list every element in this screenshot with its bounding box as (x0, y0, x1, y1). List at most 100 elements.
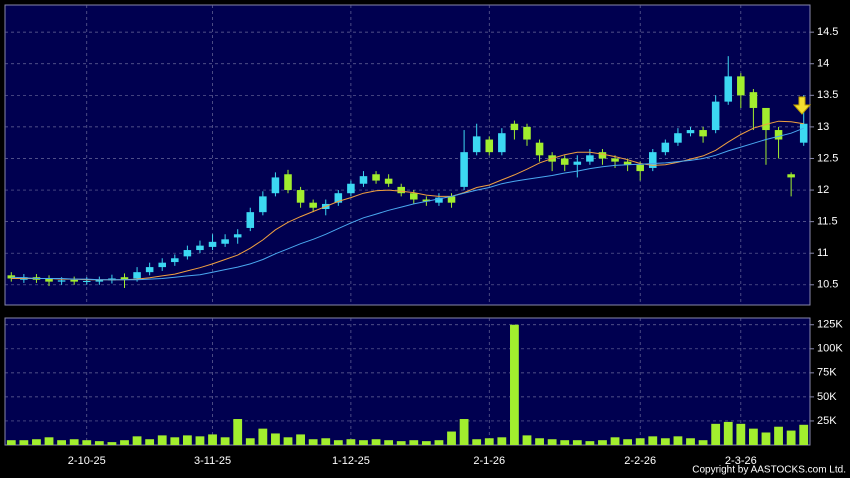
candle-body (196, 245, 204, 251)
candle-body (171, 258, 179, 263)
candle-body (573, 161, 582, 165)
candle-body (762, 107, 770, 131)
volume-bar (371, 439, 381, 445)
candle-body (347, 183, 355, 194)
arrow-icon (792, 96, 812, 115)
y-tick-label: 50K (817, 391, 837, 403)
candle-body (560, 158, 569, 165)
volume-bar (170, 437, 180, 445)
candle-body (485, 139, 494, 153)
volume-bar (69, 439, 79, 445)
copyright: Copyright by AASTOCKS.com Ltd. (692, 465, 846, 476)
candle-body (799, 123, 808, 143)
candle-body (271, 177, 280, 194)
candle-body (435, 197, 443, 203)
volume-bar (635, 438, 645, 445)
volume-bar (321, 438, 331, 445)
volume-bar (686, 438, 695, 445)
candle-body (636, 164, 644, 172)
volume-bar (346, 439, 356, 445)
candle-body (372, 174, 380, 181)
candle-body (699, 130, 707, 137)
x-tick-label: 2-10-25 (68, 455, 106, 467)
volume-bar (572, 440, 582, 445)
volume-bar (660, 438, 670, 445)
candle-body (296, 190, 305, 203)
volume-bar (283, 437, 293, 445)
candle-body (334, 193, 343, 203)
candle-body (158, 262, 166, 268)
volume-bar (510, 324, 519, 445)
candle-body (623, 161, 632, 165)
candle-body (233, 234, 242, 238)
candle-body (82, 281, 91, 282)
volume-bar (648, 436, 658, 445)
candle-body (7, 275, 16, 279)
volume-bar (673, 436, 683, 445)
candle-body (259, 196, 267, 213)
volume-bar (120, 440, 129, 445)
volume-bar (384, 440, 394, 445)
candle-body (774, 130, 783, 140)
y-tick-label: 100K (817, 343, 843, 355)
candle-body (359, 176, 368, 184)
y-tick-label: 11 (817, 247, 828, 259)
volume-bar (245, 438, 255, 445)
candle-body (183, 250, 192, 257)
y-tick-label: 10.5 (817, 279, 838, 291)
volume-bar (409, 440, 419, 445)
y-tick-label: 13 (817, 121, 829, 133)
candle-body (661, 142, 670, 153)
volume-bar (786, 430, 796, 445)
candle-body (472, 136, 481, 153)
volume-bar (799, 424, 809, 445)
y-tick-label: 12 (817, 184, 829, 196)
volume-bar (195, 436, 205, 445)
y-tick-label: 14 (817, 58, 829, 70)
candle-body (145, 267, 154, 273)
volume-bar (308, 439, 318, 445)
candle-body (498, 133, 506, 153)
candle-body (208, 241, 217, 247)
x-tick-label: 1-12-25 (332, 455, 370, 467)
volume-bar (736, 423, 746, 445)
volume-bar (484, 438, 494, 445)
volume-bar (421, 441, 431, 445)
volume-bar (748, 428, 758, 445)
candle-body (711, 101, 720, 131)
volume-bar (472, 439, 482, 445)
volume-bar (560, 440, 570, 445)
y-tick-label: 13.5 (817, 89, 838, 101)
volume-bar (157, 435, 167, 445)
candle-body (95, 279, 104, 282)
volume-bar (761, 432, 771, 445)
y-tick-label: 11.5 (817, 216, 838, 228)
volume-bar (447, 431, 456, 445)
volume-bar (57, 440, 67, 445)
candle-body (45, 278, 53, 282)
x-tick-label: 2-1-26 (473, 455, 505, 467)
volume-bar (723, 421, 733, 445)
candle-body (724, 76, 733, 102)
candle-body (384, 178, 393, 184)
candle-body (133, 272, 141, 279)
volume-bar (459, 419, 469, 445)
candle-body (120, 277, 129, 280)
volume-bar (271, 433, 280, 445)
volume-bar (19, 440, 29, 445)
candle-body (586, 155, 594, 162)
y-tick-label: 25K (817, 415, 837, 427)
candle-body (787, 174, 795, 178)
candle-body (649, 152, 657, 168)
volume-bar (258, 428, 268, 445)
volume-bar (359, 440, 368, 445)
volume-bar (132, 436, 142, 445)
volume-bar (82, 440, 92, 445)
volume-bar (182, 435, 192, 445)
candle-body (246, 212, 255, 228)
volume-bar (32, 439, 41, 445)
candle-body (422, 199, 431, 202)
candle-body (535, 142, 544, 156)
volume-bar (220, 437, 230, 445)
volume-bar (497, 437, 507, 445)
